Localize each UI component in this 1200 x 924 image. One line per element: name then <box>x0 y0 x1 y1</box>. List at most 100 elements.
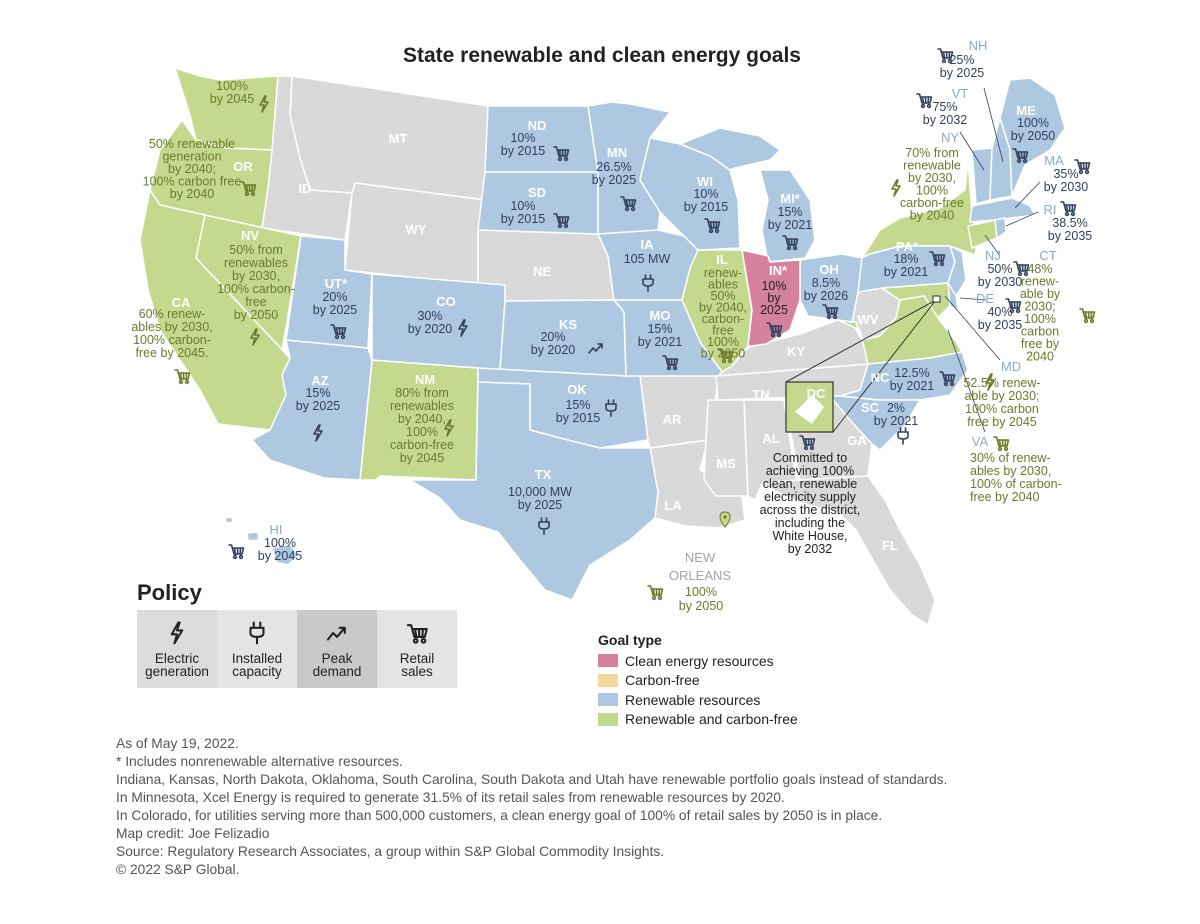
goal-text-pa: 18% <box>893 252 918 266</box>
policy-label-line: Electric <box>154 651 200 666</box>
cart-icon <box>1079 308 1096 324</box>
goal-text-nv: free <box>245 295 267 309</box>
goal-text-il: free <box>712 324 734 338</box>
goal-text-ia: 105 MW <box>624 252 671 266</box>
goal-text-va: ables by 2030, <box>970 464 1051 478</box>
footnote: As of May 19, 2022. <box>116 736 239 751</box>
goal-text-nv: by 2050 <box>234 308 279 322</box>
label-ut: UT* <box>325 276 348 291</box>
goal-text-or: by 2040; <box>168 162 216 176</box>
footnote: In Colorado, for utilities serving more … <box>116 808 883 823</box>
goal-text-dc: by 2032 <box>788 542 833 556</box>
goal-text-nm: carbon-free <box>390 438 454 452</box>
label-oh: OH <box>819 262 839 277</box>
policy-retail-sales: Retail sales <box>377 610 457 688</box>
footnote: Indiana, Kansas, North Dakota, Oklahoma,… <box>116 772 948 787</box>
goal-text-ct: 100% <box>1024 312 1056 326</box>
goal-text-az: 15% <box>305 386 330 400</box>
goal-text-or: 100% carbon free <box>143 175 242 189</box>
goal-text-or: 50% renewable <box>149 137 235 151</box>
goal-text-ct: able by <box>1020 287 1061 301</box>
legend-title: Goal type <box>598 632 662 648</box>
footnote: © 2022 S&P Global. <box>116 862 240 877</box>
footnote: Source: Regulatory Research Associates, … <box>116 844 665 859</box>
label-new-orleans: NEW <box>685 550 716 565</box>
label-va: VA <box>972 434 989 449</box>
goal-text-ct: 48% <box>1027 262 1052 276</box>
cart-icon <box>993 436 1010 452</box>
goal-text-ok: 15% <box>565 398 590 412</box>
goal-text-nd: by 2015 <box>501 144 546 158</box>
policy-label-line: Peak <box>321 651 353 666</box>
label-ri: RI <box>1044 202 1057 217</box>
goal-text-ct: carbon <box>1021 325 1059 339</box>
state-fl <box>761 475 936 626</box>
goal-text-dc: electricity supply <box>764 490 856 504</box>
state-hi-2 <box>246 531 260 542</box>
goal-text-md: 100% carbon <box>965 402 1039 416</box>
goal-text-in: by <box>767 291 781 305</box>
goal-text-vt: 75% <box>932 100 957 114</box>
goal-text-sd: 10% <box>510 199 535 213</box>
goal-text-ca: ables by 2030, <box>131 320 212 334</box>
goal-text-oh: 8.5% <box>812 276 841 290</box>
state-or <box>149 119 273 229</box>
legend-item: Clean energy resources <box>598 651 798 671</box>
goal-text-dc: achieving 100% <box>766 464 854 478</box>
goal-text-ut: by 2025 <box>313 303 358 317</box>
leader-lines <box>944 87 1041 433</box>
label-vt: VT <box>952 86 969 101</box>
goal-text-il: ables <box>708 278 738 292</box>
label-md: MD <box>1001 359 1021 374</box>
label-tx: TX <box>535 467 552 482</box>
goal-text-nm: 100% <box>406 425 438 439</box>
goal-text-il: carbon- <box>702 312 744 326</box>
legend-swatch <box>598 654 618 668</box>
goal-text-ok: by 2015 <box>556 411 601 425</box>
goal-text-nm: by 2040, <box>398 412 446 426</box>
policy-key: Electric generation Installed capacity P… <box>137 610 457 688</box>
legend-item: Renewable and carbon-free <box>598 710 798 730</box>
label-wa: WA <box>222 64 244 79</box>
peak-demand-icon <box>326 626 346 641</box>
goal-text-oh: by 2026 <box>804 289 849 303</box>
goal-text-me: 100% <box>1017 116 1049 130</box>
goal-text-il: by 2040, <box>699 301 747 315</box>
label-fl: FL <box>882 538 898 553</box>
goal-type-legend: Goal type Clean energy resources Carbon-… <box>598 632 798 729</box>
label-ny: NY <box>941 130 959 145</box>
cart-icon <box>1013 261 1030 277</box>
label-ok: OK <box>567 382 587 397</box>
state-hi-1 <box>271 543 299 566</box>
state-mi <box>679 127 816 263</box>
goal-text-ny: carbon-free <box>900 196 964 210</box>
label-ct: CT <box>1039 248 1056 263</box>
goal-text-dc: including the <box>775 516 845 530</box>
goal-text-nv: 100% carbon- <box>217 282 295 296</box>
goal-text-nh: 25% <box>949 53 974 67</box>
label-mt: MT <box>389 131 408 146</box>
policy-label-line: sales <box>401 664 433 679</box>
footnote: In Minnesota, Xcel Energy is required to… <box>116 790 785 805</box>
label-mo: MO <box>650 308 671 323</box>
label-nm: NM <box>415 372 435 387</box>
label-tn: TN <box>752 387 769 402</box>
policy-electric-generation: Electric generation <box>137 610 217 688</box>
label-la: LA <box>664 498 682 513</box>
goal-text-sc: 2% <box>887 401 905 415</box>
goal-text-tx: by 2025 <box>518 498 563 512</box>
goal-text-md: 52.5% renew- <box>963 376 1040 390</box>
policy-installed-capacity: Installed capacity <box>217 610 297 688</box>
goal-text-va: free by 2040 <box>970 490 1040 504</box>
state-oh <box>799 253 871 323</box>
footnotes: As of May 19, 2022. * Includes nonrenewa… <box>116 735 947 879</box>
cart-icon <box>647 585 664 601</box>
policy-label-line: capacity <box>232 664 282 679</box>
goal-text-de: by 2035 <box>978 318 1023 332</box>
goal-text-ny: 100% <box>916 184 948 198</box>
goal-text-new-orleans: 100% <box>685 585 717 599</box>
label-ca: CA <box>172 295 191 310</box>
label-sc: SC <box>861 400 880 415</box>
legend-swatch <box>598 673 618 687</box>
